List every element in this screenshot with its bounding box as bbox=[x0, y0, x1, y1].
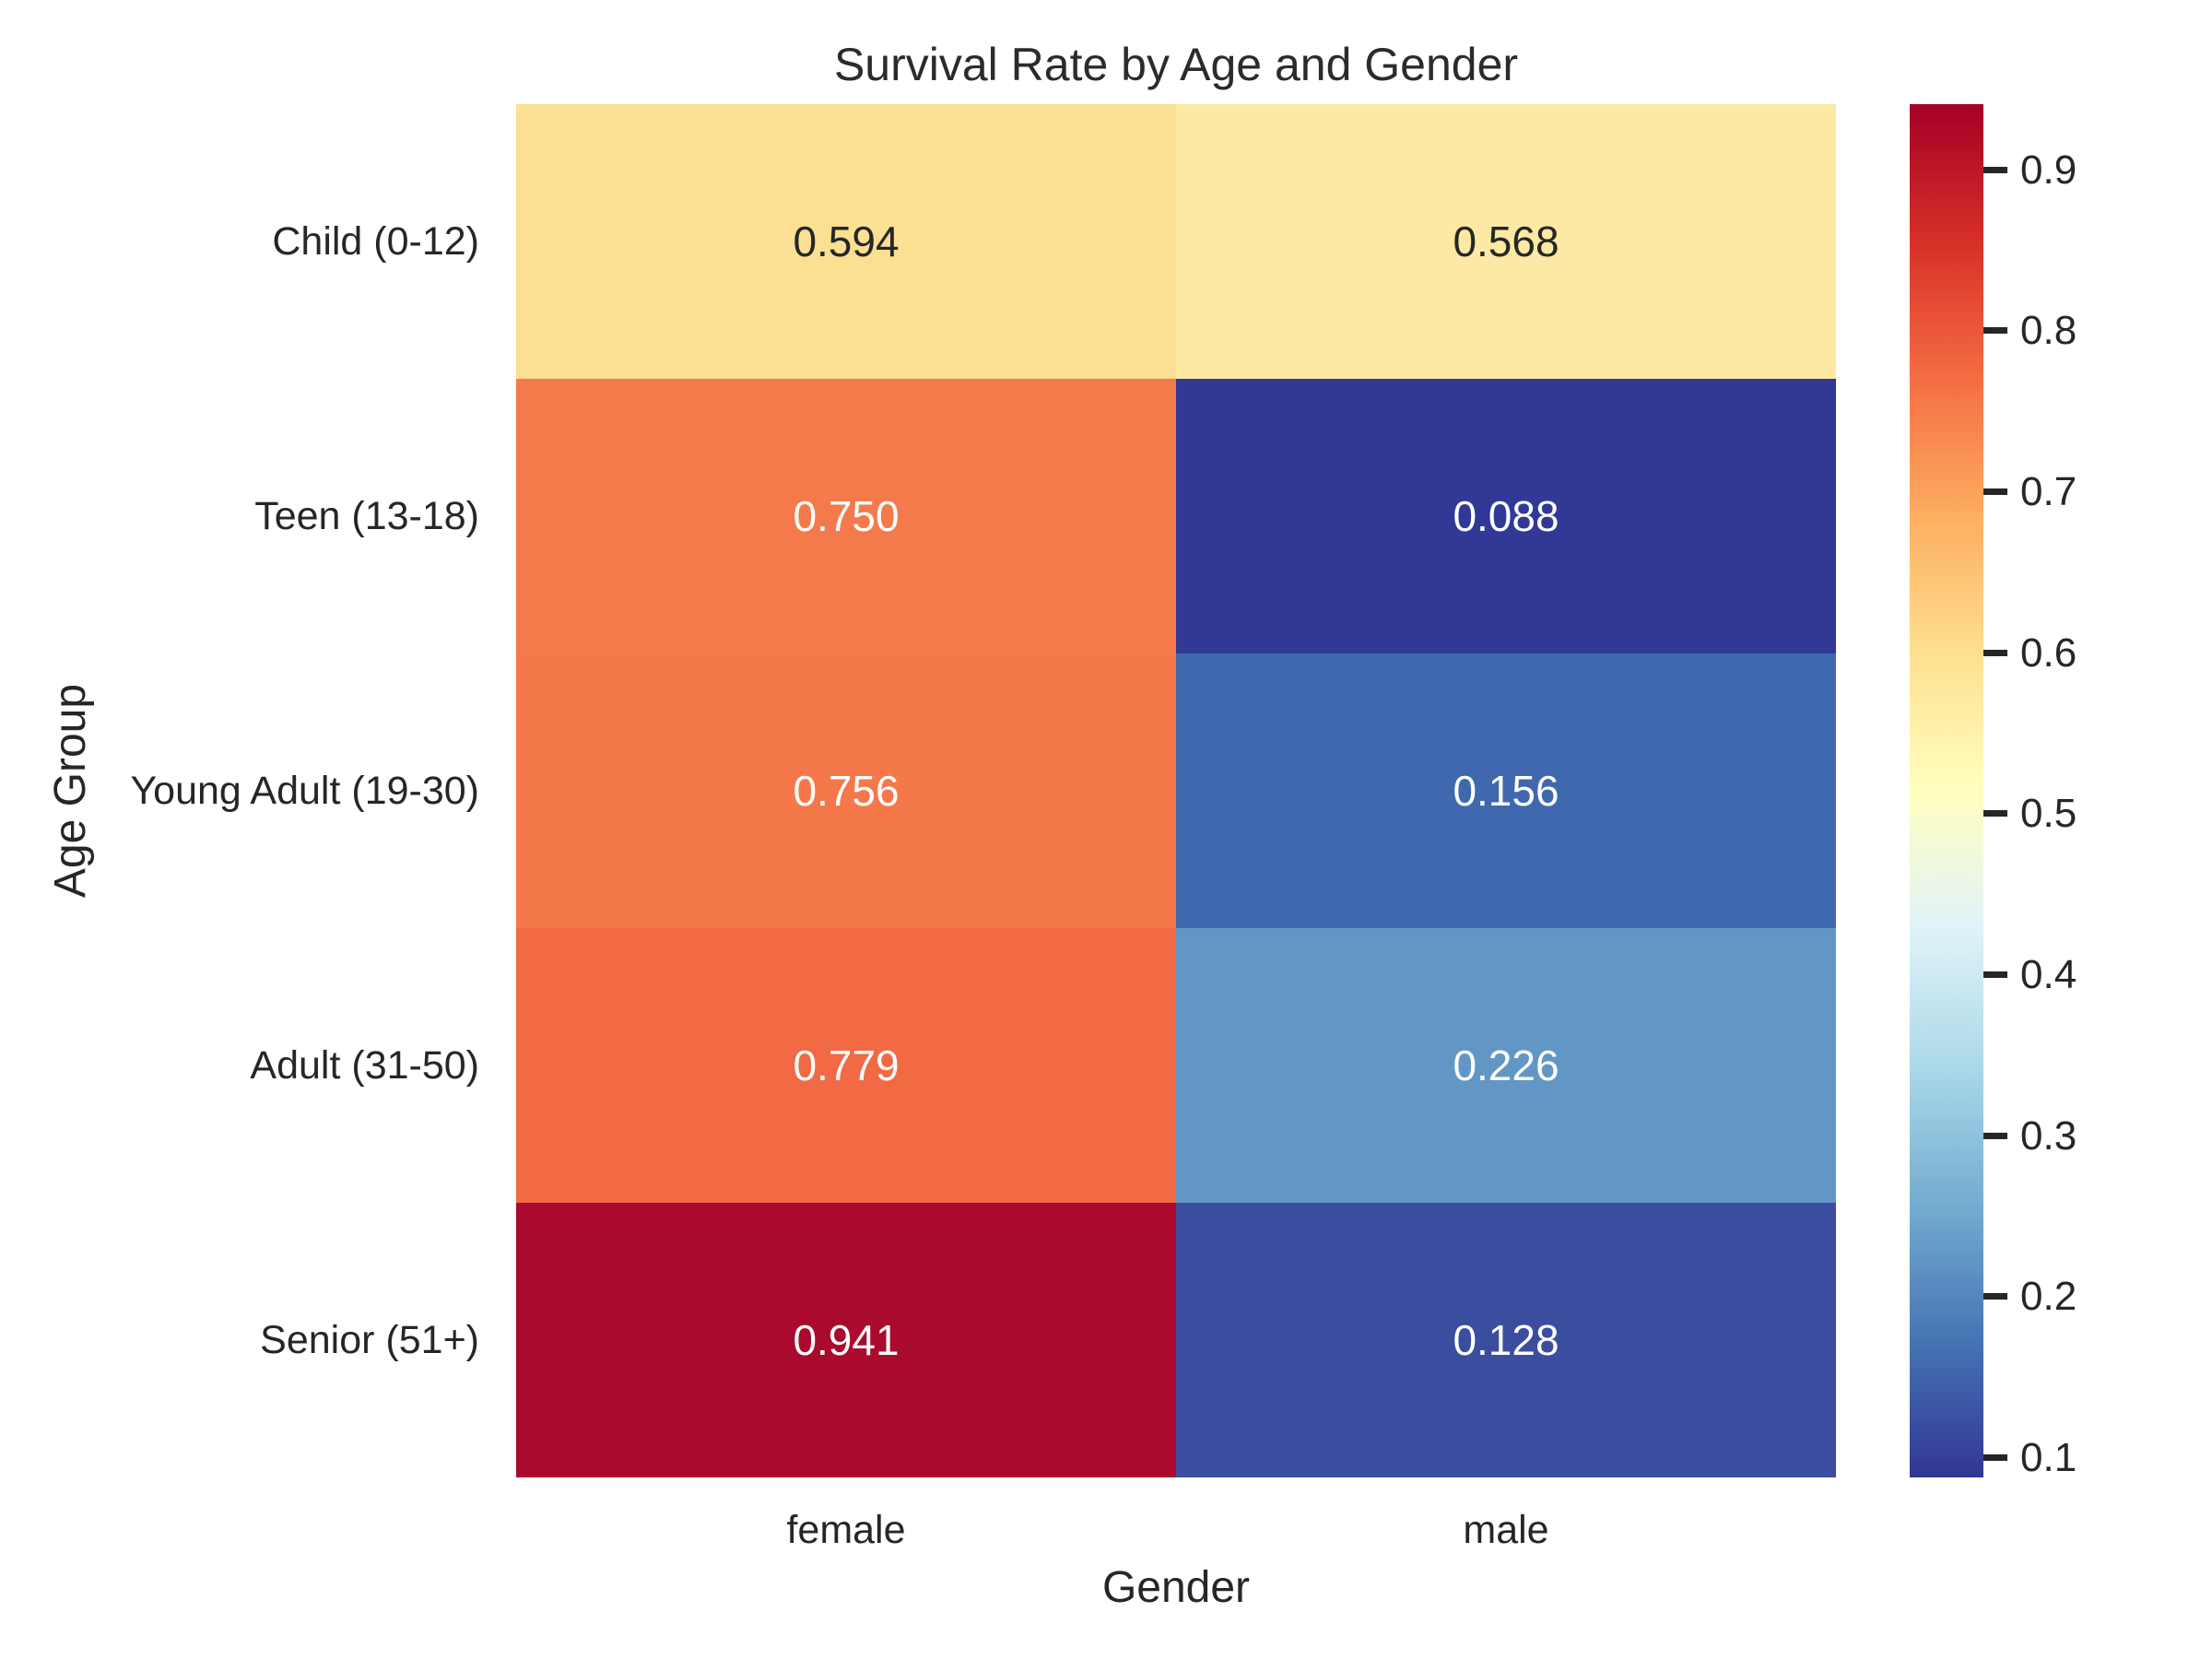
x-tick-label: female bbox=[786, 1508, 906, 1552]
colorbar-tick-mark bbox=[1983, 971, 2007, 978]
x-tick-label: male bbox=[1463, 1508, 1549, 1552]
heatmap-cell-annotation: 0.088 bbox=[1453, 492, 1559, 540]
heatmap-cell-annotation: 0.226 bbox=[1453, 1041, 1559, 1089]
y-tick-label: Senior (51+) bbox=[260, 1318, 479, 1362]
heatmap-cell: 0.779 bbox=[516, 928, 1176, 1203]
heatmap-cell-annotation: 0.941 bbox=[793, 1316, 900, 1364]
heatmap-cell-annotation: 0.568 bbox=[1453, 218, 1559, 265]
colorbar-tick-label: 0.8 bbox=[2020, 308, 2077, 354]
colorbar-tick-label: 0.6 bbox=[2020, 629, 2077, 676]
heatmap-cell-annotation: 0.779 bbox=[793, 1041, 900, 1089]
y-tick-label: Child (0-12) bbox=[272, 219, 479, 264]
y-tick-label: Young Adult (19-30) bbox=[130, 769, 479, 813]
heatmap-cell: 0.156 bbox=[1176, 653, 1836, 928]
colorbar-tick-label: 0.3 bbox=[2020, 1112, 2077, 1159]
colorbar-tick-label: 0.5 bbox=[2020, 791, 2077, 837]
heatmap-cell-annotation: 0.750 bbox=[793, 492, 900, 540]
heatmap-cell-annotation: 0.594 bbox=[793, 218, 900, 265]
y-tick-label: Adult (31-50) bbox=[250, 1043, 479, 1088]
colorbar-tick-label: 0.2 bbox=[2020, 1274, 2077, 1320]
x-axis-title: Gender bbox=[1101, 1563, 1251, 1612]
colorbar-tick-label: 0.4 bbox=[2020, 952, 2077, 997]
colorbar-tick-mark bbox=[1983, 1293, 2007, 1300]
heatmap-cell: 0.756 bbox=[516, 653, 1176, 928]
colorbar-tick-label: 0.9 bbox=[2020, 147, 2077, 193]
y-tick-label: Teen (13-18) bbox=[254, 494, 479, 538]
colorbar bbox=[1910, 104, 1983, 1477]
heatmap-cell: 0.750 bbox=[516, 379, 1176, 653]
colorbar-tick-label: 0.7 bbox=[2020, 468, 2077, 514]
heatmap-grid: 0.594 0.568 0.750 0.088 0.756 0.156 0.779 0.226… bbox=[516, 104, 1836, 1477]
heatmap-cell-annotation: 0.156 bbox=[1453, 767, 1559, 815]
heatmap-cell: 0.941 bbox=[516, 1203, 1176, 1477]
colorbar-tick-mark bbox=[1983, 1454, 2007, 1462]
heatmap-cell: 0.568 bbox=[1176, 104, 1836, 379]
colorbar-tick-mark bbox=[1983, 166, 2007, 173]
colorbar-tick-mark bbox=[1983, 810, 2007, 818]
heatmap-cell-annotation: 0.756 bbox=[793, 767, 900, 815]
heatmap-cell-annotation: 0.128 bbox=[1453, 1316, 1559, 1364]
colorbar-tick-mark bbox=[1983, 327, 2007, 335]
colorbar-tick-mark bbox=[1983, 649, 2007, 656]
colorbar-tick-mark bbox=[1983, 488, 2007, 495]
heatmap-cell: 0.226 bbox=[1176, 928, 1836, 1203]
heatmap-cell: 0.128 bbox=[1176, 1203, 1836, 1477]
heatmap-cell: 0.594 bbox=[516, 104, 1176, 379]
colorbar-tick-label: 0.1 bbox=[2020, 1435, 2077, 1481]
chart-title: Survival Rate by Age and Gender bbox=[833, 39, 1519, 90]
colorbar-tick-mark bbox=[1983, 1132, 2007, 1139]
heatmap-cell: 0.088 bbox=[1176, 379, 1836, 653]
